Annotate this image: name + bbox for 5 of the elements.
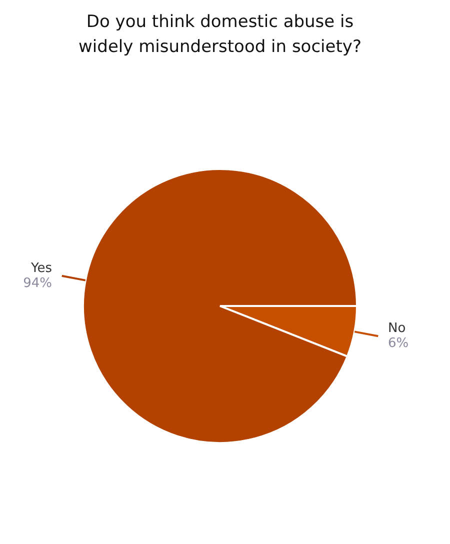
chart-title: Do you think domestic abuse is widely misunderstood in society? <box>78 12 362 57</box>
slice-label: Yes <box>30 260 52 276</box>
data-label: 6% <box>388 336 409 352</box>
slice-label: No <box>388 321 406 336</box>
data-label: 94% <box>23 276 52 291</box>
